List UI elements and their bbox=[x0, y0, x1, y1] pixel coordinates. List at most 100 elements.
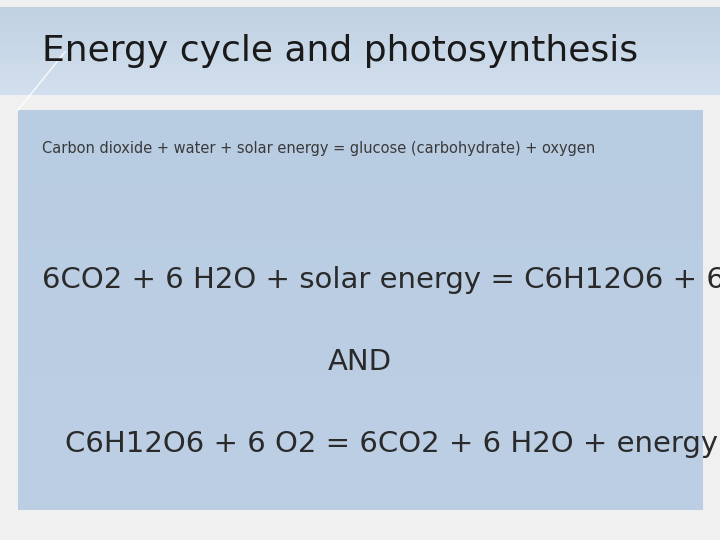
Bar bbox=[18, 416, 703, 423]
Bar bbox=[0, 35, 720, 38]
Bar bbox=[18, 409, 703, 417]
Bar bbox=[18, 150, 703, 157]
Bar bbox=[0, 39, 720, 42]
Bar bbox=[18, 436, 703, 443]
Bar bbox=[18, 483, 703, 490]
Bar bbox=[0, 31, 720, 33]
Bar bbox=[18, 243, 703, 250]
Bar bbox=[18, 343, 703, 350]
Bar bbox=[18, 216, 703, 224]
Bar bbox=[18, 183, 703, 190]
Bar bbox=[18, 369, 703, 377]
Bar bbox=[0, 86, 720, 89]
Bar bbox=[18, 323, 703, 330]
Bar bbox=[0, 11, 720, 14]
Bar bbox=[18, 176, 703, 184]
Bar bbox=[0, 75, 720, 77]
Bar bbox=[0, 62, 720, 64]
Bar bbox=[18, 283, 703, 290]
Bar bbox=[18, 263, 703, 270]
Bar bbox=[18, 403, 703, 410]
Bar bbox=[0, 84, 720, 86]
Bar bbox=[0, 19, 720, 22]
Bar bbox=[0, 79, 720, 82]
Bar bbox=[18, 463, 703, 470]
Bar bbox=[0, 15, 720, 18]
Bar bbox=[0, 37, 720, 40]
Bar bbox=[18, 289, 703, 296]
Bar bbox=[18, 449, 703, 457]
Text: 6CO2 + 6 H2O + solar energy = C6H12O6 + 6 O2: 6CO2 + 6 H2O + solar energy = C6H12O6 + … bbox=[42, 266, 720, 294]
Bar bbox=[18, 329, 703, 336]
Bar bbox=[0, 77, 720, 79]
Bar bbox=[0, 59, 720, 62]
Bar bbox=[18, 396, 703, 403]
Bar bbox=[18, 136, 703, 143]
Bar bbox=[18, 376, 703, 383]
Bar bbox=[18, 196, 703, 204]
Bar bbox=[0, 33, 720, 36]
Bar bbox=[0, 82, 720, 84]
Bar bbox=[18, 156, 703, 163]
Bar bbox=[0, 29, 720, 31]
Bar bbox=[18, 443, 703, 450]
Bar bbox=[0, 26, 720, 29]
Bar bbox=[0, 6, 720, 9]
Bar bbox=[18, 170, 703, 177]
Bar bbox=[0, 68, 720, 71]
Bar bbox=[18, 383, 703, 390]
Bar bbox=[18, 190, 703, 197]
Bar bbox=[0, 48, 720, 51]
Bar bbox=[18, 496, 703, 503]
Bar bbox=[18, 143, 703, 150]
Text: AND: AND bbox=[328, 348, 392, 376]
Bar bbox=[0, 46, 720, 49]
Bar bbox=[18, 489, 703, 497]
Bar bbox=[18, 130, 703, 137]
Bar bbox=[0, 51, 720, 53]
Text: Energy cycle and photosynthesis: Energy cycle and photosynthesis bbox=[42, 34, 638, 68]
Bar bbox=[18, 296, 703, 303]
Bar bbox=[18, 349, 703, 356]
Bar bbox=[18, 303, 703, 310]
Bar bbox=[18, 269, 703, 276]
Text: Carbon dioxide + water + solar energy = glucose (carbohydrate) + oxygen: Carbon dioxide + water + solar energy = … bbox=[42, 140, 595, 156]
Bar bbox=[0, 17, 720, 20]
Bar bbox=[18, 230, 703, 237]
Bar bbox=[18, 203, 703, 210]
Bar bbox=[18, 110, 703, 117]
Bar bbox=[0, 55, 720, 58]
Bar bbox=[0, 24, 720, 27]
Bar bbox=[0, 92, 720, 95]
Bar bbox=[0, 9, 720, 11]
Bar bbox=[18, 123, 703, 130]
Bar bbox=[18, 163, 703, 170]
Bar bbox=[18, 236, 703, 244]
Bar bbox=[18, 316, 703, 323]
Bar bbox=[18, 336, 703, 343]
Bar bbox=[18, 503, 703, 510]
Bar bbox=[0, 66, 720, 69]
Bar bbox=[18, 456, 703, 463]
Bar bbox=[18, 429, 703, 437]
Bar bbox=[18, 276, 703, 284]
Bar bbox=[0, 64, 720, 66]
Bar bbox=[18, 309, 703, 316]
Bar bbox=[0, 22, 720, 25]
Bar bbox=[0, 70, 720, 73]
Bar bbox=[0, 72, 720, 75]
Bar bbox=[0, 13, 720, 16]
Bar bbox=[18, 256, 703, 264]
Bar bbox=[0, 57, 720, 60]
Bar bbox=[18, 356, 703, 363]
Bar bbox=[0, 88, 720, 91]
Bar bbox=[18, 469, 703, 477]
Bar bbox=[18, 389, 703, 397]
Bar bbox=[0, 44, 720, 46]
Bar bbox=[18, 210, 703, 217]
Bar bbox=[18, 223, 703, 230]
Bar bbox=[18, 249, 703, 256]
Bar bbox=[0, 90, 720, 93]
Bar bbox=[18, 476, 703, 483]
Bar bbox=[18, 116, 703, 123]
